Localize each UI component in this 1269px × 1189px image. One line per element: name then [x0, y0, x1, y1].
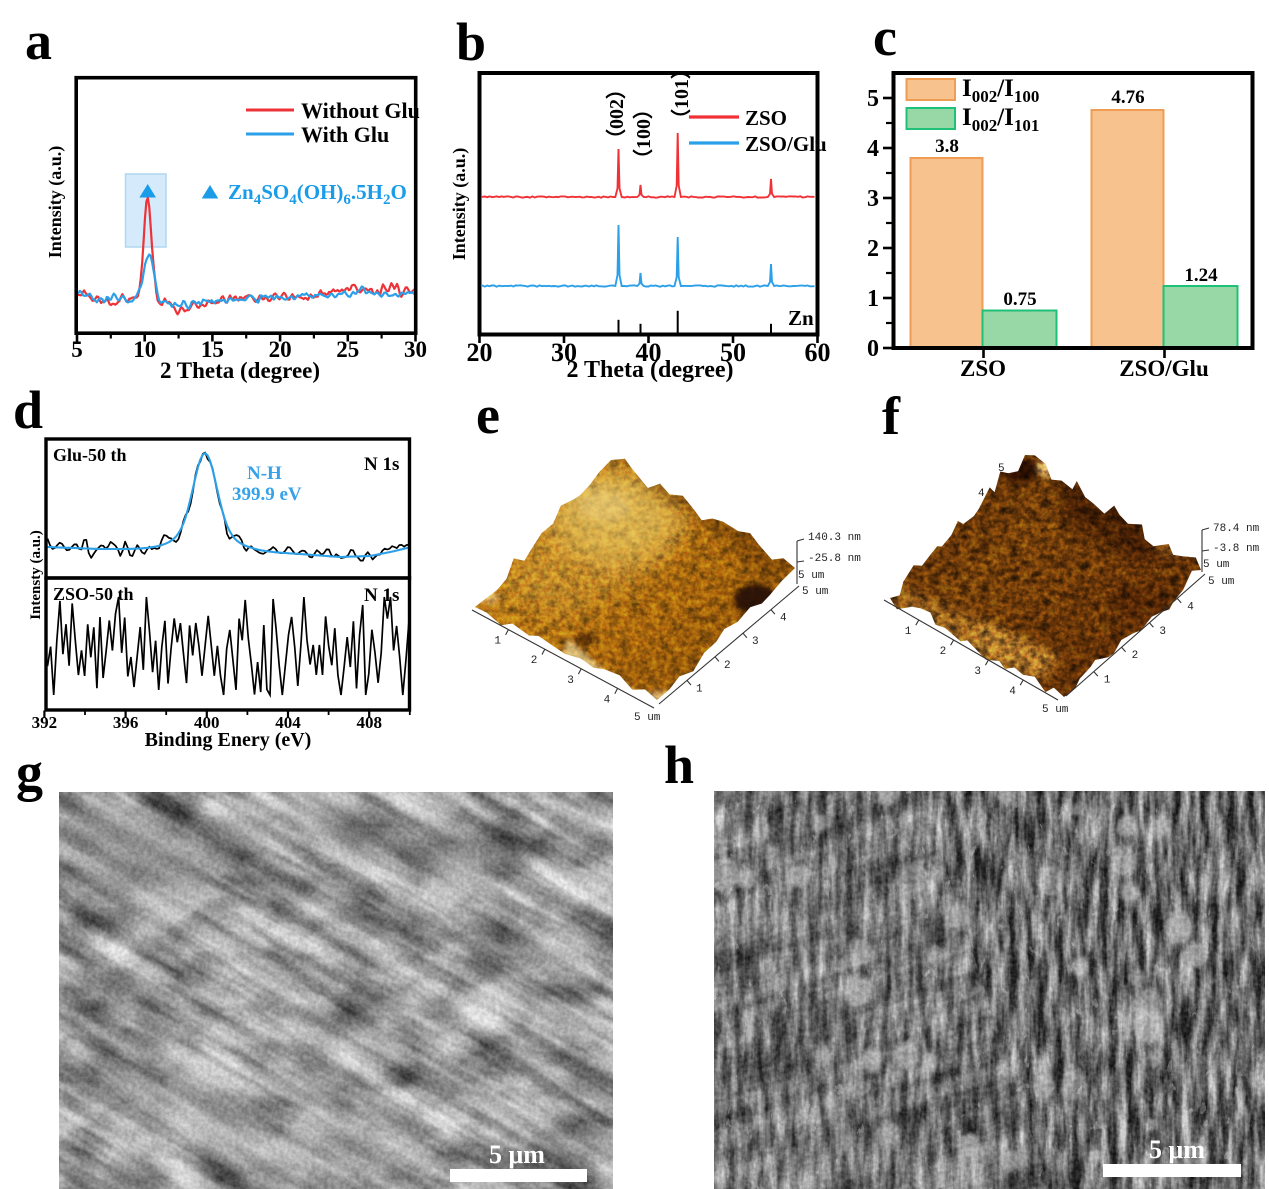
svg-text:d: d [13, 380, 43, 440]
svg-text:I002/I100: I002/I100 [962, 75, 1039, 106]
svg-text:5 μm: 5 μm [489, 1140, 545, 1169]
svg-text:5 um: 5 um [1042, 704, 1069, 716]
svg-text:10: 10 [133, 337, 156, 362]
svg-text:f: f [882, 386, 901, 446]
svg-text:3: 3 [974, 666, 981, 678]
svg-text:15: 15 [201, 337, 224, 362]
svg-text:N 1s: N 1s [364, 585, 399, 606]
svg-text:4: 4 [780, 613, 787, 625]
svg-text:3: 3 [1159, 626, 1166, 638]
svg-text:ZSO: ZSO [745, 106, 787, 130]
svg-text:5 um: 5 um [802, 586, 829, 598]
svg-text:2: 2 [1132, 650, 1139, 662]
svg-text:h: h [664, 735, 694, 795]
svg-text:3: 3 [567, 675, 574, 687]
svg-text:-25.8 nm: -25.8 nm [808, 553, 861, 565]
svg-text:5: 5 [867, 86, 879, 112]
svg-text:1: 1 [696, 683, 703, 695]
svg-text:1.24: 1.24 [1184, 265, 1218, 286]
svg-text:20: 20 [467, 338, 493, 367]
svg-text:1: 1 [494, 636, 501, 648]
svg-text:（101）: （101） [670, 59, 693, 129]
svg-text:3.8: 3.8 [935, 136, 959, 157]
svg-text:N-H: N-H [247, 463, 282, 484]
svg-text:20: 20 [269, 337, 292, 362]
svg-text:Glu-50 th: Glu-50 th [53, 445, 127, 465]
svg-text:2: 2 [940, 646, 947, 658]
svg-text:2: 2 [867, 236, 879, 262]
svg-text:4: 4 [867, 136, 879, 162]
svg-text:ZSO: ZSO [960, 356, 1006, 381]
svg-text:e: e [476, 385, 500, 445]
svg-text:392: 392 [32, 713, 58, 732]
svg-text:4.76: 4.76 [1111, 87, 1144, 108]
svg-text:5 um: 5 um [1208, 576, 1235, 588]
svg-text:30: 30 [404, 337, 427, 362]
svg-text:50: 50 [720, 338, 746, 367]
svg-text:40: 40 [636, 338, 662, 367]
svg-text:396: 396 [113, 713, 139, 732]
svg-text:78.4 nm: 78.4 nm [1213, 523, 1260, 535]
svg-text:25: 25 [336, 337, 359, 362]
svg-text:（002）: （002） [605, 79, 628, 149]
svg-text:Binding Enery (eV): Binding Enery (eV) [145, 729, 312, 751]
svg-text:5 um: 5 um [634, 712, 661, 724]
svg-text:a: a [25, 11, 52, 71]
svg-text:-3.8 nm: -3.8 nm [1213, 543, 1260, 555]
svg-text:Intensity (a.u.): Intensity (a.u.) [45, 146, 66, 259]
svg-text:（100）: （100） [632, 99, 655, 169]
svg-text:60: 60 [805, 338, 831, 367]
svg-text:N 1s: N 1s [364, 454, 399, 475]
svg-text:Intensty (a.u.): Intensty (a.u.) [28, 530, 44, 620]
svg-text:c: c [873, 7, 897, 67]
svg-text:ZSO-50 th: ZSO-50 th [53, 584, 134, 604]
svg-text:With Glu: With Glu [301, 122, 389, 147]
svg-text:Zn4SO4(OH)6.5H2O: Zn4SO4(OH)6.5H2O [228, 180, 407, 208]
svg-text:2: 2 [531, 655, 538, 667]
svg-text:1: 1 [867, 286, 879, 312]
svg-text:2: 2 [724, 660, 731, 672]
svg-text:b: b [456, 12, 486, 72]
svg-text:1: 1 [1104, 675, 1111, 687]
svg-text:400: 400 [194, 713, 220, 732]
svg-text:5 μm: 5 μm [1149, 1135, 1205, 1164]
svg-text:30: 30 [551, 338, 577, 367]
svg-text:g: g [16, 742, 43, 802]
svg-text:0.75: 0.75 [1003, 289, 1036, 310]
svg-text:4: 4 [1187, 601, 1194, 613]
svg-text:4: 4 [978, 488, 985, 500]
svg-text:Intensity (a.u.): Intensity (a.u.) [449, 148, 470, 261]
svg-text:404: 404 [275, 713, 301, 732]
svg-text:140.3 nm: 140.3 nm [808, 532, 861, 544]
svg-text:Without Glu: Without Glu [301, 98, 420, 123]
svg-text:399.9 eV: 399.9 eV [232, 484, 302, 505]
svg-text:408: 408 [356, 713, 382, 732]
svg-text:1: 1 [905, 626, 912, 638]
svg-text:3: 3 [752, 636, 759, 648]
svg-text:0: 0 [867, 336, 879, 362]
svg-text:2 Theta (degree): 2 Theta (degree) [160, 358, 320, 383]
svg-text:2 Theta (degree): 2 Theta (degree) [566, 357, 733, 383]
svg-text:4: 4 [604, 694, 611, 706]
svg-text:ZSO/Glu: ZSO/Glu [745, 132, 827, 156]
svg-text:ZSO/Glu: ZSO/Glu [1119, 356, 1209, 381]
svg-text:5 um: 5 um [798, 570, 825, 582]
svg-text:5 um: 5 um [1203, 559, 1230, 571]
svg-text:Zn: Zn [788, 306, 814, 330]
svg-text:5: 5 [998, 463, 1005, 475]
svg-text:3: 3 [867, 186, 879, 212]
svg-text:4: 4 [1009, 686, 1016, 698]
svg-text:5: 5 [71, 337, 83, 362]
